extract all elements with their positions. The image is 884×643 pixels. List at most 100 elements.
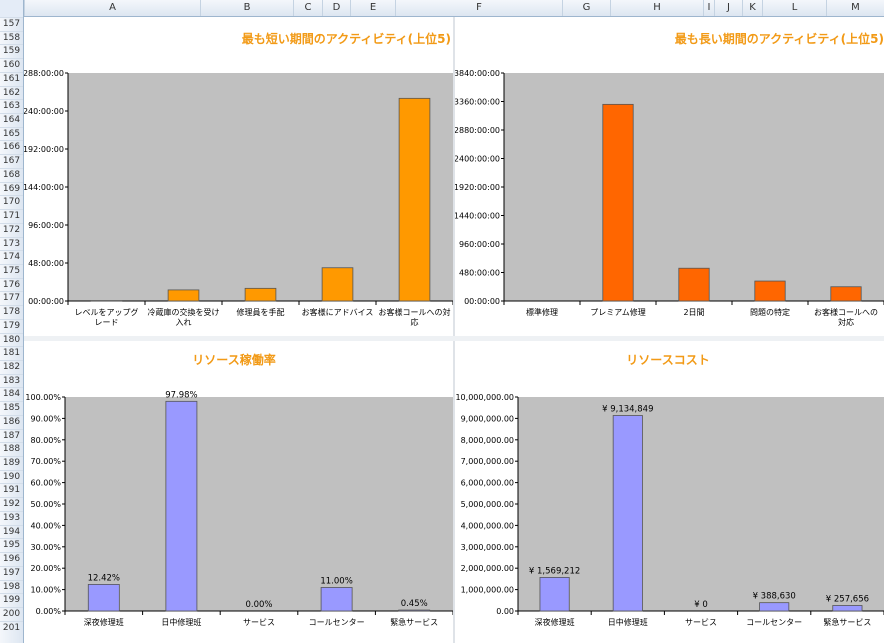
row-header-158[interactable]: 158 <box>0 30 23 44</box>
column-header-B[interactable]: B <box>200 0 293 16</box>
data-label: 97.98% <box>165 390 197 400</box>
x-category-label: 日中修理班 <box>608 617 648 627</box>
chart-resource-utilization[interactable]: リソース稼働率 0.00% 10.00% 20.00% 30.00% 40.00% 50.0… <box>24 341 453 643</box>
row-header-174[interactable]: 174 <box>0 250 23 263</box>
bar[interactable] <box>398 97 431 302</box>
row-header-189[interactable]: 189 <box>0 456 23 469</box>
row-header-200[interactable]: 200 <box>0 606 23 620</box>
row-header-167[interactable]: 167 <box>0 154 23 167</box>
row-header-181[interactable]: 181 <box>0 346 23 359</box>
row-header-176[interactable]: 176 <box>0 277 23 291</box>
column-header-I[interactable]: I <box>703 0 714 16</box>
column-header-D[interactable]: D <box>322 0 350 16</box>
data-label: 12.42% <box>88 573 120 583</box>
row-header-186[interactable]: 186 <box>0 414 23 428</box>
bar[interactable] <box>759 602 790 612</box>
row-header-165[interactable]: 165 <box>0 126 23 140</box>
bar[interactable] <box>87 584 120 612</box>
y-tick-label: 1920:00:00 <box>455 183 500 192</box>
bar[interactable] <box>612 415 643 612</box>
row-header-157[interactable]: 157 <box>0 17 23 30</box>
row-header-169[interactable]: 169 <box>0 181 23 195</box>
x-category-label: 問題の特定 <box>750 307 790 317</box>
row-header-160[interactable]: 160 <box>0 58 23 71</box>
row-header-194[interactable]: 194 <box>0 524 23 538</box>
y-tick-label: 96:00:00 <box>28 221 64 230</box>
x-category-label: お客様コールへの <box>814 307 878 317</box>
column-header-G[interactable]: G <box>562 0 610 16</box>
y-tick-label: 144:00:00 <box>24 183 64 192</box>
chart-longest-activities[interactable]: 最も長い期間のアクティビティ(上位5) 00:00:00 480:00:00 960:… <box>455 17 884 336</box>
row-header-190[interactable]: 190 <box>0 469 23 483</box>
row-header-172[interactable]: 172 <box>0 222 23 236</box>
bar[interactable] <box>754 280 786 302</box>
row-header-168[interactable]: 168 <box>0 167 23 181</box>
row-header-170[interactable]: 170 <box>0 195 23 208</box>
chart-svg-longest: 最も長い期間のアクティビティ(上位5) 00:00:00 480:00:00 960:… <box>455 31 884 327</box>
column-header-E[interactable]: E <box>350 0 395 16</box>
x-category-label: サービス <box>243 618 275 627</box>
chart-resource-cost[interactable]: リソースコスト 0.00 1,000,000.00 2,000,000.00 3,000… <box>455 341 884 643</box>
row-header-188[interactable]: 188 <box>0 442 23 455</box>
row-header-193[interactable]: 193 <box>0 510 23 524</box>
data-label: ¥ 388,630 <box>753 592 796 602</box>
row-header-192[interactable]: 192 <box>0 497 23 510</box>
bar[interactable] <box>321 267 354 302</box>
row-header-201[interactable]: 201 <box>0 620 23 634</box>
y-tick-label: 5,000,000.00 <box>461 500 514 509</box>
row-header-171[interactable]: 171 <box>0 209 23 222</box>
row-header-195[interactable]: 195 <box>0 538 23 551</box>
bar[interactable] <box>244 287 277 302</box>
bar[interactable] <box>167 289 200 302</box>
row-header-177[interactable]: 177 <box>0 291 23 304</box>
row-header-164[interactable]: 164 <box>0 113 23 126</box>
column-header-L[interactable]: L <box>762 0 826 16</box>
y-tick-label: 480:00:00 <box>459 269 500 278</box>
column-header-C[interactable]: C <box>293 0 322 16</box>
row-header-191[interactable]: 191 <box>0 483 23 496</box>
row-header-183[interactable]: 183 <box>0 373 23 387</box>
column-header-M[interactable]: M <box>826 0 884 16</box>
row-header-159[interactable]: 159 <box>0 44 23 57</box>
column-header-H[interactable]: H <box>610 0 703 16</box>
y-tick-label: 100.00% <box>25 393 61 402</box>
row-header-185[interactable]: 185 <box>0 401 23 414</box>
row-header-197[interactable]: 197 <box>0 565 23 579</box>
row-header-196[interactable]: 196 <box>0 552 23 565</box>
bar[interactable] <box>398 609 431 612</box>
row-header-173[interactable]: 173 <box>0 236 23 250</box>
column-header-J[interactable]: J <box>714 0 742 16</box>
bar[interactable] <box>539 577 570 612</box>
row-header-178[interactable]: 178 <box>0 305 23 318</box>
data-label: 0.00% <box>245 600 272 610</box>
row-header-187[interactable]: 187 <box>0 428 23 442</box>
row-header-182[interactable]: 182 <box>0 360 23 373</box>
chart-divider-vertical <box>453 17 455 643</box>
plot-area <box>65 397 453 611</box>
row-header-166[interactable]: 166 <box>0 140 23 153</box>
column-header-K[interactable]: K <box>742 0 762 16</box>
row-header-184[interactable]: 184 <box>0 387 23 400</box>
row-header-161[interactable]: 161 <box>0 71 23 85</box>
bar[interactable] <box>320 587 353 612</box>
column-header-A[interactable]: A <box>24 0 200 16</box>
chart-shortest-activities[interactable]: 最も短い期間のアクティビティ(上位5) 00:00:00 48:00:00 96:00… <box>24 17 453 336</box>
y-tick-label: 8,000,000.00 <box>461 436 514 445</box>
x-category-label: 応 <box>411 317 419 327</box>
row-header-199[interactable]: 199 <box>0 593 23 606</box>
bar[interactable] <box>602 103 634 302</box>
row-header-198[interactable]: 198 <box>0 579 23 593</box>
bar[interactable] <box>830 286 862 302</box>
row-header-163[interactable]: 163 <box>0 99 23 112</box>
row-header-180[interactable]: 180 <box>0 332 23 346</box>
column-header-F[interactable]: F <box>395 0 562 16</box>
y-tick-label: 6,000,000.00 <box>461 479 514 488</box>
row-header-175[interactable]: 175 <box>0 263 23 277</box>
y-tick-label: 80.00% <box>30 436 61 445</box>
bar[interactable] <box>832 605 863 612</box>
row-header-179[interactable]: 179 <box>0 318 23 332</box>
row-header-162[interactable]: 162 <box>0 85 23 99</box>
select-all-corner[interactable] <box>0 0 24 17</box>
bar[interactable] <box>678 267 710 302</box>
bar[interactable] <box>165 400 198 612</box>
